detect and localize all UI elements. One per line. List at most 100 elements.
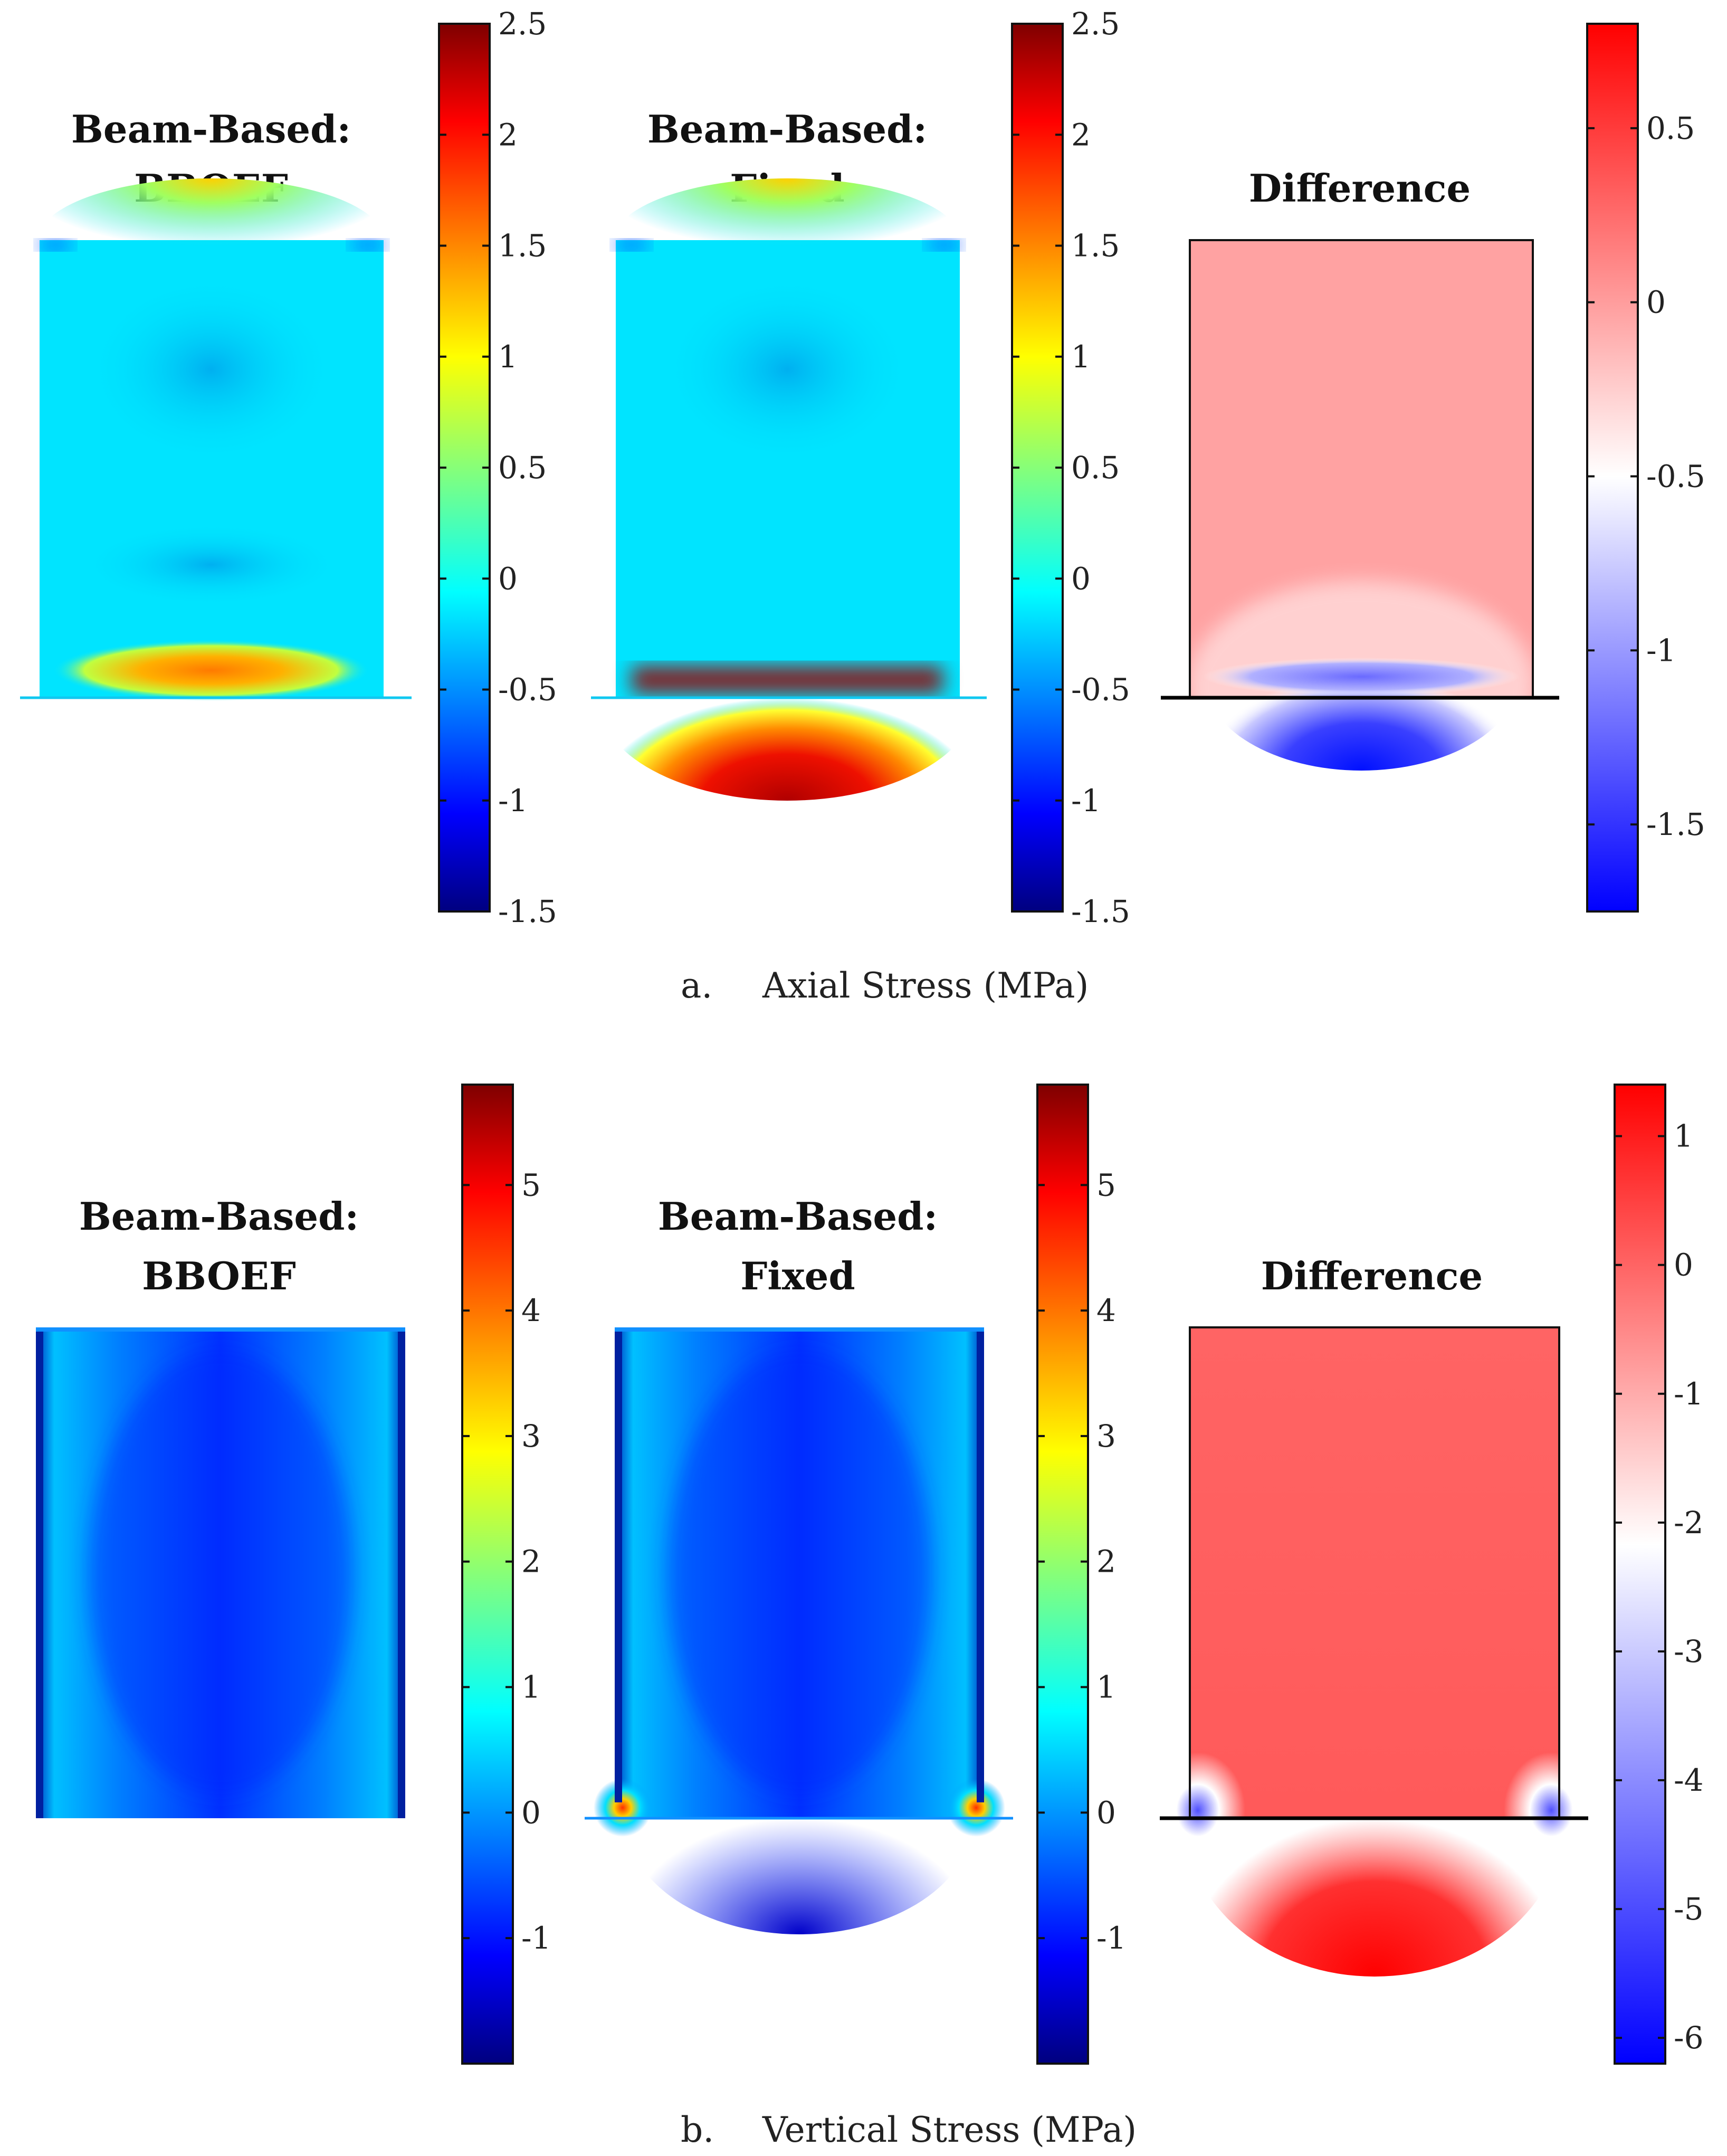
caption-label-b: b.	[681, 2110, 714, 2150]
colorbar-tick-label: 2.5	[1071, 6, 1120, 42]
caption-text-b: Vertical Stress (MPa)	[762, 2110, 1137, 2150]
colorbar-tick-label: 3	[1096, 1418, 1116, 1454]
panel-title-line2: Fixed	[740, 1253, 855, 1298]
panel-title: Difference	[1249, 166, 1471, 211]
colorbar-fill	[1586, 23, 1639, 913]
field-center-dark	[667, 1351, 931, 1794]
colorbar-tick-label: 1	[521, 1669, 541, 1705]
colorbar-tick-label: -0.5	[1646, 458, 1705, 494]
field-corner-right	[1504, 1752, 1599, 1868]
panel-vertical-difference: Difference -6 -5 -4 -3 -2 -1 0 1	[1150, 1084, 1704, 2065]
field-top-corner-left	[40, 240, 71, 250]
colorbar-tick-label: -0.5	[498, 672, 557, 708]
colorbar-tick-label: 2	[498, 117, 518, 153]
heatmap-field	[36, 1327, 405, 1818]
field-edge-left	[615, 1327, 622, 1802]
colorbar-tick-label: -6	[1674, 2020, 1704, 2056]
heatmap-field	[20, 178, 412, 701]
colorbar-tick-label: -1	[1096, 1920, 1127, 1956]
field-upper-blob	[661, 274, 914, 464]
field-corner-left	[594, 1779, 652, 1837]
panel-vertical-bboef: Beam-Based: BBOEF -1 0 1 2 3 4 5	[36, 1084, 551, 2065]
panel-axial-bboef: Beam-Based: BBOEF -1.5-1-0.500.511.522.5	[20, 6, 557, 929]
panel-vertical-fixed: Beam-Based: Fixed -1 0 1 2 3 4 5	[585, 1084, 1127, 2065]
colorbar-tick-label: 0	[498, 561, 518, 596]
colorbar-tick-label: -1	[498, 783, 528, 819]
colorbar-tick-label: -1	[521, 1920, 551, 1956]
panel-title-line1: Beam-Based:	[658, 1194, 938, 1239]
colorbar-tick-label: 3	[521, 1418, 541, 1454]
colorbar: -1.5 -1 -0.5 0 0.5 1 1.5 2 2.5	[438, 6, 557, 929]
field-top-corner-right	[352, 240, 384, 250]
colorbar-tick-label: 0	[1096, 1794, 1116, 1830]
colorbar-tick-label: 1	[498, 339, 518, 375]
colorbar-tick-label: -0.5	[1071, 672, 1130, 708]
field-edge-right	[977, 1327, 984, 1802]
field-corner-right	[947, 1779, 1005, 1837]
colorbar-tick-label: 2	[521, 1544, 541, 1580]
colorbar-tick-label: 5	[521, 1167, 541, 1203]
field-top-band	[613, 178, 961, 305]
colorbar-tick-label: 2.5	[498, 6, 547, 42]
colorbar-tick-label: 0.5	[1646, 110, 1695, 146]
colorbar-tick-label: 1	[1674, 1118, 1693, 1154]
colorbar-tick-label: 2	[1096, 1544, 1116, 1580]
colorbar-tick-label: 0	[521, 1794, 541, 1830]
colorbar-fill	[461, 1084, 514, 2065]
colorbar-tick-label: 0	[1646, 284, 1666, 320]
field-middle-blob	[79, 523, 343, 607]
colorbar: -1.5 -1 -0.5 0 0.5 1 1.5 2 2.5	[1011, 6, 1130, 929]
field-top-corner-left	[616, 240, 647, 250]
colorbar-tick-label: 5	[1096, 1167, 1116, 1203]
colorbar-tick-label: 4	[1096, 1293, 1116, 1328]
colorbar-tick-label: 0.5	[1071, 450, 1120, 486]
colorbar-tick-label: -4	[1674, 1762, 1704, 1798]
field-top-edge	[36, 1327, 405, 1332]
panel-title: Difference	[1261, 1253, 1483, 1298]
colorbar-fill	[1036, 1084, 1089, 2065]
heatmap-field	[1150, 1326, 1599, 1977]
colorbar-tick-label: 0	[1071, 561, 1091, 596]
colorbar-tick-label: -1	[1646, 632, 1676, 668]
field-bottom-band	[1203, 658, 1520, 696]
heatmap-field	[585, 1327, 1013, 1934]
colorbar-tick-label: -1	[1071, 783, 1101, 819]
colorbar-tick-label: -1.5	[1646, 806, 1705, 842]
colorbar-tick-label: -3	[1674, 1633, 1704, 1669]
colorbar-tick-label: -1.5	[498, 894, 557, 929]
colorbar-fill	[1011, 23, 1064, 913]
panel-title-line2: BBOEF	[142, 1253, 296, 1298]
colorbar: -1 0 1 2 3 4 5	[461, 1084, 551, 2065]
heatmap-field	[591, 178, 987, 801]
colorbar: -1 0 1 2 3 4 5	[1036, 1084, 1127, 2065]
caption-text-a: Axial Stress (MPa)	[762, 965, 1089, 1006]
field-bottom-band	[632, 666, 943, 694]
field-center-dark	[89, 1351, 352, 1794]
colorbar-tick-label: 1.5	[1071, 228, 1120, 264]
colorbar-tick-label: 2	[1071, 117, 1091, 153]
colorbar-tick-label: -1.5	[1071, 894, 1130, 929]
field-top-edge	[615, 1327, 984, 1332]
caption-label-a: a.	[681, 965, 712, 1006]
field-corner-left	[1150, 1752, 1245, 1868]
panel-title-line1: Beam-Based:	[647, 107, 927, 151]
colorbar-tick-label: -1	[1674, 1376, 1704, 1412]
colorbar-tick-label: 1	[1096, 1669, 1116, 1705]
field-upper-blob	[84, 274, 338, 464]
panel-axial-difference: Difference -1.5 -1 -0.5 0 0.5	[1161, 23, 1705, 913]
panel-title-line1: Beam-Based:	[79, 1194, 359, 1239]
colorbar-tick-label: 4	[521, 1293, 541, 1328]
field-edge-left	[36, 1327, 43, 1818]
colorbar: -6 -5 -4 -3 -2 -1 0 1	[1614, 1084, 1704, 2065]
panel-title-line1: Beam-Based:	[71, 107, 351, 151]
colorbar-fill	[438, 23, 491, 913]
field-top-corner-right	[928, 240, 960, 250]
heatmap-field	[1161, 239, 1559, 792]
colorbar-tick-label: 0	[1674, 1247, 1693, 1283]
field-top-band	[37, 178, 385, 305]
colorbar-tick-label: 1.5	[498, 228, 547, 264]
colorbar-tick-label: -5	[1674, 1891, 1704, 1927]
colorbar-tick-label: 1	[1071, 339, 1091, 375]
colorbar-tick-label: 0.5	[498, 450, 547, 486]
